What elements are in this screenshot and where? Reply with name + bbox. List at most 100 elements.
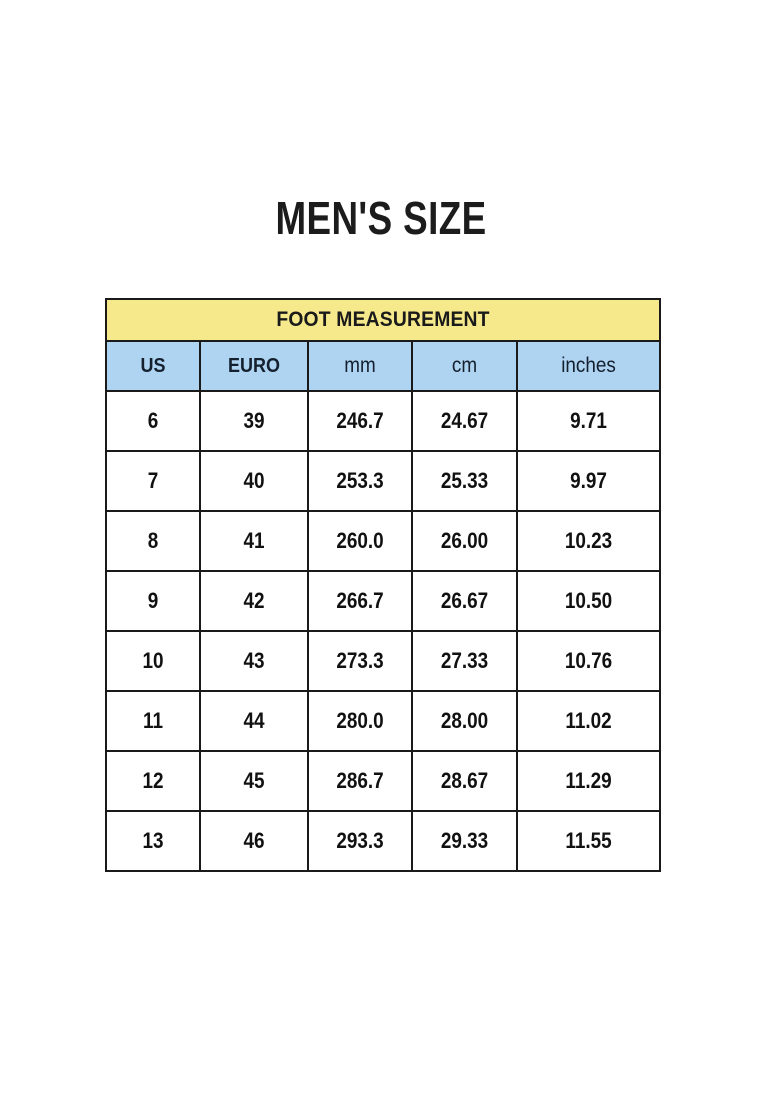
cell-mm: 266.7 bbox=[307, 570, 413, 632]
cell-cm: 28.67 bbox=[411, 750, 518, 812]
cell-mm: 280.0 bbox=[307, 690, 413, 752]
cell-cm-value: 26.67 bbox=[440, 588, 489, 613]
column-header-inches: inches bbox=[515, 340, 662, 392]
cell-inches: 10.23 bbox=[515, 510, 662, 572]
cell-inches-value: 10.76 bbox=[564, 648, 613, 673]
column-header-mm: mm bbox=[307, 340, 413, 392]
column-header-inches-label: inches bbox=[561, 354, 616, 377]
column-header-mm-label: mm bbox=[344, 354, 376, 377]
cell-us: 9 bbox=[105, 570, 201, 632]
cell-cm-value: 24.67 bbox=[440, 408, 489, 433]
cell-euro-value: 44 bbox=[243, 708, 265, 733]
table-row: 7 40 253.3 25.33 9.97 bbox=[105, 450, 662, 512]
cell-cm-value: 25.33 bbox=[440, 468, 489, 493]
cell-cm: 28.00 bbox=[411, 690, 518, 752]
cell-mm-value: 253.3 bbox=[336, 468, 384, 493]
column-header-us-label: US bbox=[140, 354, 166, 377]
cell-mm-value: 266.7 bbox=[336, 588, 384, 613]
cell-cm: 26.00 bbox=[411, 510, 518, 572]
cell-euro-value: 45 bbox=[243, 768, 265, 793]
size-chart-body: FOOT MEASUREMENT US EURO mm cm inches bbox=[104, 298, 662, 872]
cell-cm: 26.67 bbox=[411, 570, 518, 632]
cell-euro: 41 bbox=[199, 510, 309, 572]
table-row: 9 42 266.7 26.67 10.50 bbox=[105, 570, 662, 632]
table-row: 10 43 273.3 27.33 10.76 bbox=[105, 630, 662, 692]
column-header-cm-label: cm bbox=[451, 354, 478, 377]
column-header-us: US bbox=[105, 340, 201, 392]
cell-us: 11 bbox=[105, 690, 201, 752]
cell-euro: 46 bbox=[199, 810, 309, 872]
cell-cm-value: 28.00 bbox=[440, 708, 489, 733]
cell-euro-value: 46 bbox=[243, 828, 265, 853]
cell-us: 13 bbox=[105, 810, 201, 872]
cell-us: 10 bbox=[105, 630, 201, 692]
table-row: 8 41 260.0 26.00 10.23 bbox=[105, 510, 662, 572]
cell-euro-value: 43 bbox=[243, 648, 265, 673]
column-header-euro-label: EURO bbox=[227, 354, 281, 377]
cell-mm-value: 273.3 bbox=[336, 648, 384, 673]
column-header-euro: EURO bbox=[199, 340, 309, 392]
cell-inches: 11.29 bbox=[515, 750, 662, 812]
cell-mm: 253.3 bbox=[307, 450, 413, 512]
cell-mm-value: 280.0 bbox=[336, 708, 384, 733]
cell-euro: 45 bbox=[199, 750, 309, 812]
cell-mm-value: 260.0 bbox=[336, 528, 384, 553]
page-title: MEN'S SIZE bbox=[275, 192, 487, 244]
table-row: 13 46 293.3 29.33 11.55 bbox=[105, 810, 662, 872]
table-header-row: US EURO mm cm inches bbox=[105, 340, 662, 392]
cell-inches-value: 11.55 bbox=[565, 828, 612, 853]
cell-euro: 39 bbox=[199, 390, 309, 452]
cell-cm: 29.33 bbox=[411, 810, 518, 872]
cell-inches-value: 11.29 bbox=[565, 768, 612, 793]
cell-inches-value: 10.23 bbox=[564, 528, 613, 553]
foot-measurement-banner-label: FOOT MEASUREMENT bbox=[276, 308, 490, 331]
table-row: 11 44 280.0 28.00 11.02 bbox=[105, 690, 662, 752]
cell-mm: 273.3 bbox=[307, 630, 413, 692]
foot-measurement-banner: FOOT MEASUREMENT bbox=[104, 298, 662, 342]
cell-euro-value: 40 bbox=[243, 468, 265, 493]
cell-mm-value: 246.7 bbox=[336, 408, 384, 433]
cell-euro-value: 42 bbox=[243, 588, 265, 613]
cell-us-value: 6 bbox=[147, 408, 159, 433]
cell-us: 6 bbox=[105, 390, 201, 452]
cell-us-value: 13 bbox=[142, 828, 164, 853]
cell-cm-value: 28.67 bbox=[440, 768, 489, 793]
cell-inches-value: 9.71 bbox=[570, 408, 607, 433]
cell-inches: 11.55 bbox=[515, 810, 662, 872]
cell-us-value: 7 bbox=[147, 468, 159, 493]
cell-euro-value: 39 bbox=[243, 408, 265, 433]
cell-mm: 260.0 bbox=[307, 510, 413, 572]
cell-mm: 246.7 bbox=[307, 390, 413, 452]
cell-cm-value: 27.33 bbox=[440, 648, 489, 673]
cell-us-value: 8 bbox=[147, 528, 159, 553]
cell-inches: 9.97 bbox=[515, 450, 662, 512]
cell-cm: 25.33 bbox=[411, 450, 518, 512]
cell-inches: 10.76 bbox=[515, 630, 662, 692]
cell-euro-value: 41 bbox=[243, 528, 265, 553]
table-row: 6 39 246.7 24.67 9.71 bbox=[105, 390, 662, 452]
cell-inches-value: 9.97 bbox=[570, 468, 607, 493]
cell-mm: 293.3 bbox=[307, 810, 413, 872]
cell-cm: 24.67 bbox=[411, 390, 518, 452]
cell-cm-value: 26.00 bbox=[440, 528, 489, 553]
cell-inches-value: 11.02 bbox=[565, 708, 612, 733]
cell-us-value: 11 bbox=[142, 708, 163, 733]
cell-cm: 27.33 bbox=[411, 630, 518, 692]
cell-euro: 40 bbox=[199, 450, 309, 512]
cell-us-value: 9 bbox=[147, 588, 159, 613]
cell-cm-value: 29.33 bbox=[440, 828, 489, 853]
cell-inches: 10.50 bbox=[515, 570, 662, 632]
size-chart-table-container: FOOT MEASUREMENT US EURO mm cm inches bbox=[104, 298, 662, 872]
cell-euro: 42 bbox=[199, 570, 309, 632]
cell-us-value: 12 bbox=[142, 768, 164, 793]
cell-us: 8 bbox=[105, 510, 201, 572]
cell-inches: 11.02 bbox=[515, 690, 662, 752]
column-header-cm: cm bbox=[411, 340, 518, 392]
cell-mm-value: 286.7 bbox=[336, 768, 384, 793]
table-row: 12 45 286.7 28.67 11.29 bbox=[105, 750, 662, 812]
table-banner-row: FOOT MEASUREMENT bbox=[104, 298, 662, 342]
cell-euro: 44 bbox=[199, 690, 309, 752]
cell-euro: 43 bbox=[199, 630, 309, 692]
size-chart-table: FOOT MEASUREMENT US EURO mm cm inches bbox=[104, 298, 662, 872]
cell-inches-value: 10.50 bbox=[564, 588, 613, 613]
